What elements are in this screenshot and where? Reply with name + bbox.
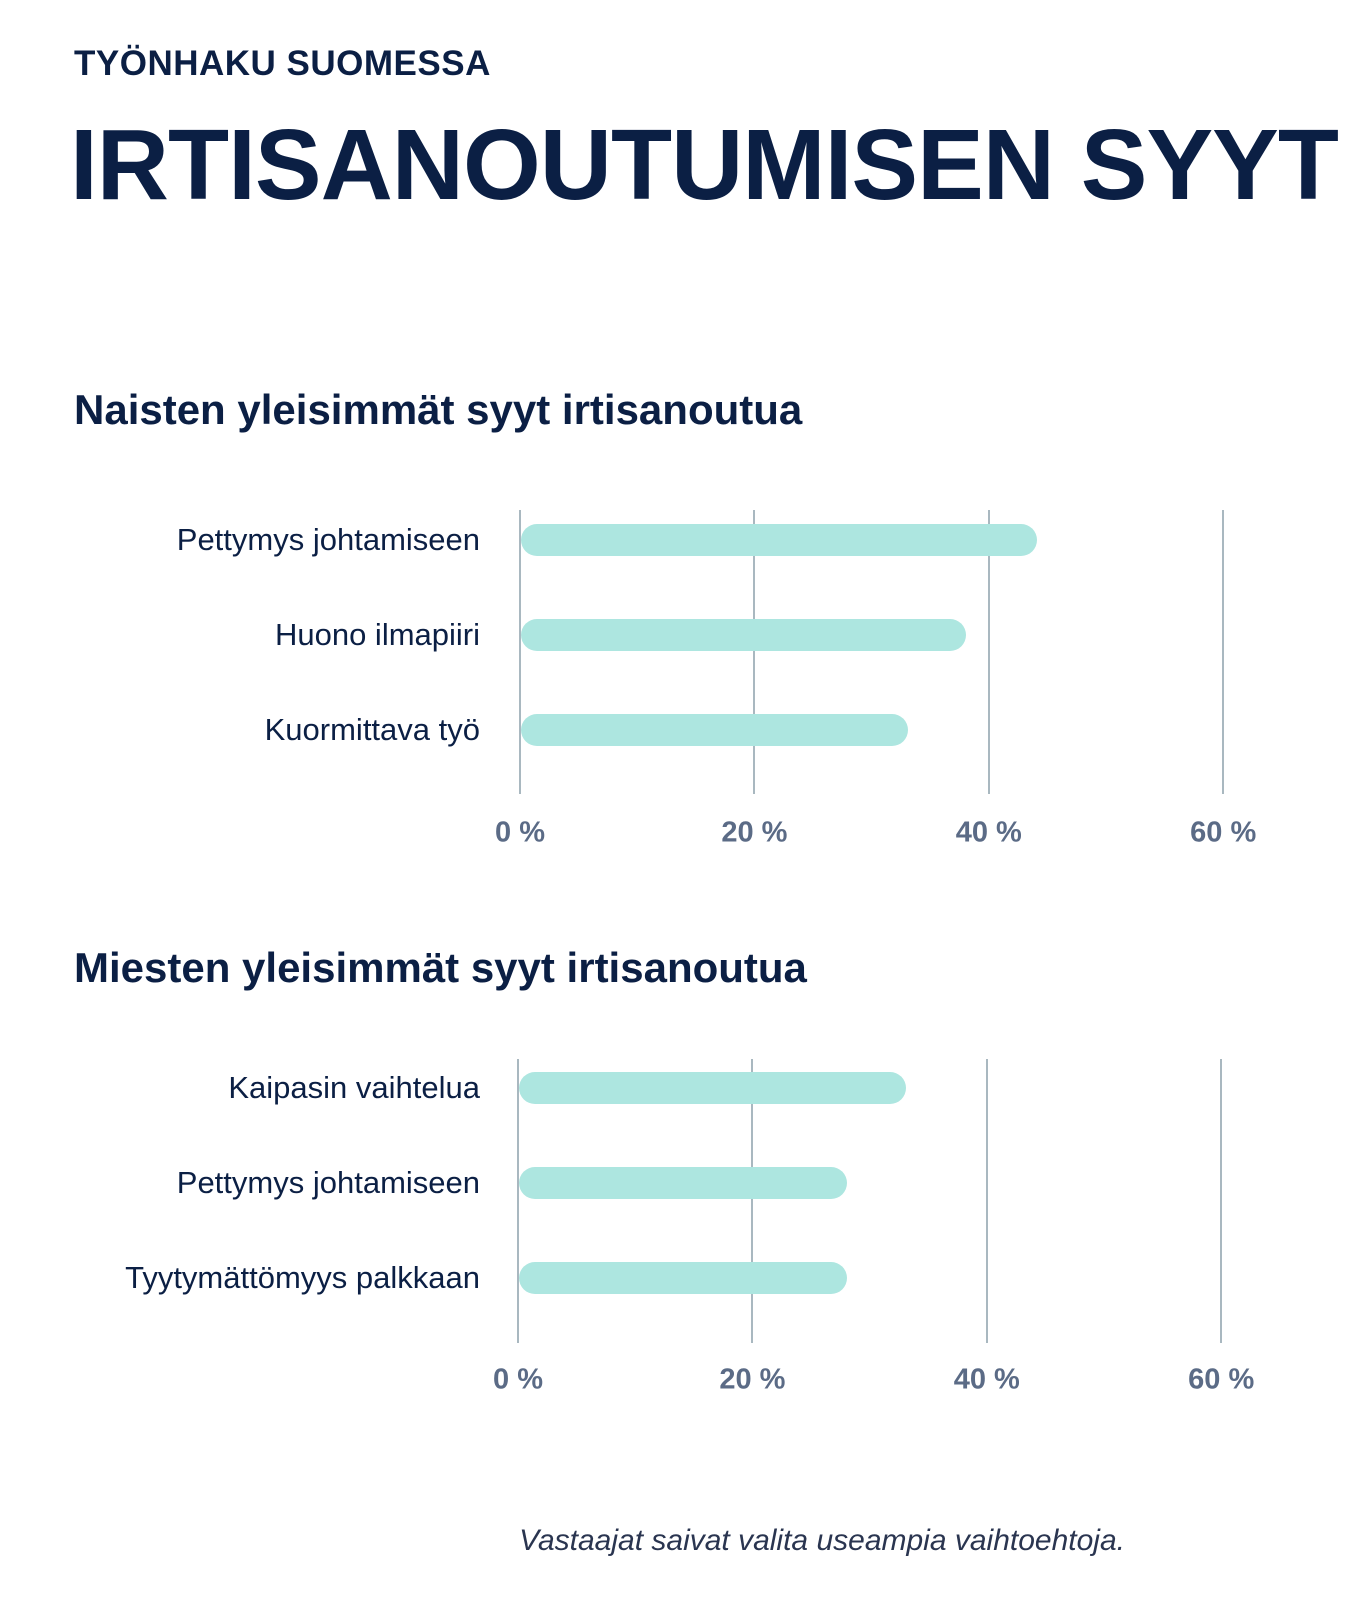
bar — [521, 524, 1037, 556]
x-tick-label: 40 % — [953, 1363, 1020, 1396]
gridline — [517, 1059, 519, 1343]
x-tick-label: 20 % — [719, 1363, 786, 1396]
x-tick-label: 0 % — [493, 1363, 543, 1396]
bar — [519, 1072, 906, 1104]
category-label: Pettymys johtamiseen — [176, 522, 480, 557]
gridline — [987, 510, 990, 794]
gridline — [985, 1059, 988, 1343]
bar — [519, 1262, 848, 1294]
x-tick-label: 20 % — [721, 816, 788, 849]
gridline — [1220, 1059, 1223, 1343]
bar — [519, 1167, 848, 1199]
x-tick-label: 40 % — [955, 816, 1022, 849]
kicker-heading: TYÖNHAKU SUOMESSA — [74, 44, 491, 83]
gridline — [519, 510, 521, 794]
x-tick-label: 0 % — [495, 816, 545, 849]
x-tick-label: 60 % — [1188, 1363, 1255, 1396]
category-label: Tyytymättömyys palkkaan — [125, 1260, 480, 1295]
bar — [521, 714, 908, 746]
chart-women-title: Naisten yleisimmät syyt irtisanoutua — [74, 386, 803, 433]
bar — [521, 619, 967, 651]
category-label: Huono ilmapiiri — [274, 617, 480, 652]
x-tick-label: 60 % — [1190, 816, 1257, 849]
gridline — [751, 1059, 754, 1343]
chart-men-title: Miesten yleisimmät syyt irtisanoutua — [74, 944, 807, 991]
page-title: IRTISANOUTUMISEN SYYT — [70, 109, 1339, 221]
category-label: Kuormittava työ — [264, 712, 480, 747]
gridline — [1222, 510, 1225, 794]
category-label: Pettymys johtamiseen — [176, 1165, 480, 1200]
gridline — [753, 510, 756, 794]
footnote: Vastaajat saivat valita useampia vaihtoe… — [519, 1524, 1125, 1557]
category-label: Kaipasin vaihtelua — [228, 1070, 480, 1105]
